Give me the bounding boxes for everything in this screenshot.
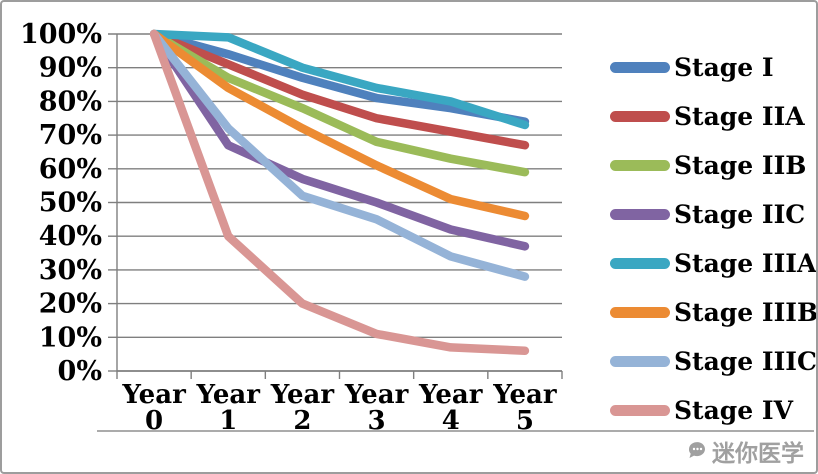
- legend-item-stage-iv: Stage IV: [610, 390, 793, 430]
- legend-label: Stage IIB: [674, 150, 807, 180]
- series-line-stage-iic: [149, 29, 530, 251]
- legend-label: Stage IIIB: [674, 297, 818, 327]
- legend-label: Stage IV: [674, 395, 793, 425]
- y-tick-label: 20%: [39, 289, 102, 320]
- x-tick-label: Year 0: [121, 380, 186, 436]
- y-tick-label: 70%: [39, 120, 102, 151]
- legend-item-stage-iia: Stage IIA: [610, 96, 805, 136]
- y-tick-label: 80%: [39, 86, 102, 117]
- y-tick-label: 100%: [20, 19, 102, 50]
- legend-swatch: [610, 61, 670, 73]
- legend-label: Stage I: [674, 52, 774, 82]
- x-tick-label: Year 1: [196, 380, 261, 436]
- legend-swatch: [610, 355, 670, 367]
- series-line-stage-iib: [149, 29, 530, 177]
- legend-swatch: [610, 159, 670, 171]
- series-line-stage-iv: [149, 29, 530, 356]
- series-line-stage-iiic: [149, 29, 530, 281]
- y-tick-label: 30%: [39, 255, 102, 286]
- watermark-text: 迷你医学: [712, 441, 804, 467]
- y-tick-label: 90%: [39, 53, 102, 84]
- legend-swatch: [610, 306, 670, 318]
- legend-label: Stage IIC: [674, 199, 806, 229]
- watermark-logo-icon: [686, 440, 708, 462]
- y-tick-label: 40%: [39, 221, 102, 252]
- legend-item-stage-iiia: Stage IIIA: [610, 243, 816, 283]
- series-line-stage-iiib: [149, 29, 530, 221]
- series-line-stage-iia: [149, 29, 530, 150]
- legend-swatch: [610, 110, 670, 122]
- legend-item-stage-iiib: Stage IIIB: [610, 292, 818, 332]
- legend-label: Stage IIIC: [674, 346, 817, 376]
- separator-line: [97, 430, 814, 432]
- legend-label: Stage IIIA: [674, 248, 817, 278]
- y-tick-label: 10%: [39, 322, 102, 353]
- y-tick-label: 60%: [39, 154, 102, 185]
- y-tick-label: 0%: [58, 356, 102, 387]
- legend-item-stage-iib: Stage IIB: [610, 145, 806, 185]
- series-line-stage-i: [149, 29, 530, 126]
- legend-item-stage-i: Stage I: [610, 47, 774, 87]
- y-tick-label: 50%: [39, 188, 102, 219]
- watermark: 迷你医学: [686, 434, 804, 468]
- x-tick-label: Year 3: [344, 380, 409, 436]
- x-tick-label: Year 2: [270, 380, 335, 436]
- legend-swatch: [610, 257, 670, 269]
- legend-label: Stage IIA: [674, 101, 805, 131]
- x-tick-label: Year 4: [418, 380, 483, 436]
- legend-item-stage-iic: Stage IIC: [610, 194, 805, 234]
- legend-swatch: [610, 208, 670, 220]
- legend-swatch: [610, 404, 670, 416]
- legend-item-stage-iiic: Stage IIIC: [610, 341, 817, 381]
- chart-legend: Stage I Stage IIA Stage IIB Stage IIC Stage …: [606, 2, 816, 442]
- series-line-stage-iiia: [149, 29, 530, 130]
- x-tick-label: Year 5: [492, 380, 557, 436]
